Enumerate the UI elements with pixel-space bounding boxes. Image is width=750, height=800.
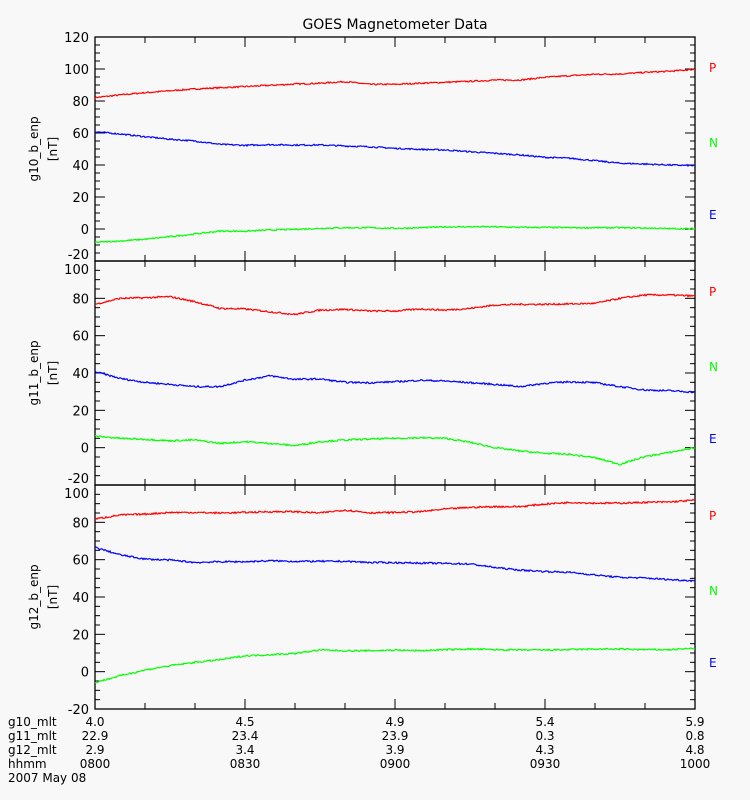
footer-value: 0830: [230, 757, 261, 771]
footer-value: 4.5: [235, 715, 254, 729]
series-line-N: [94, 131, 696, 168]
y-tick-label: 0: [81, 666, 89, 681]
y-tick-label: 20: [72, 404, 89, 419]
legend-label-N: N: [709, 584, 718, 598]
chart-title: GOES Magnetometer Data: [302, 17, 487, 33]
series-line-E: [95, 225, 696, 244]
y-tick-label: 60: [72, 330, 89, 345]
footer-value: 1000: [680, 757, 711, 771]
legend-label-N: N: [709, 360, 718, 374]
y-tick-label: 40: [72, 367, 89, 382]
footer-value: 3.4: [235, 743, 254, 757]
footer-value: 0.3: [535, 729, 554, 743]
y-tick-label: 40: [72, 159, 89, 174]
footer-value: 4.0: [85, 715, 104, 729]
footer-value: 0900: [380, 757, 411, 771]
panel-2: -20 0 20 40 60 80 100 g11_b_enp [nT] P N E: [27, 260, 718, 487]
footer-row-label: g12_mlt: [8, 743, 57, 757]
legend-label-E: E: [709, 432, 717, 446]
series-line-P: [94, 293, 696, 316]
series-line-N: [94, 370, 696, 394]
y-axis-title: g12_b_enp: [27, 564, 41, 629]
footer-row-label: g10_mlt: [8, 715, 57, 729]
y-axis-unit: [nT]: [46, 361, 60, 385]
y-tick-label: 120: [64, 31, 89, 46]
panel-3: -20 0 20 40 60 80 100 g12_b_enp [nT] P N E: [27, 484, 718, 718]
y-tick-label: 0: [81, 442, 89, 457]
footer-row-label: g11_mlt: [8, 729, 57, 743]
plot-frame: [94, 484, 696, 710]
y-tick-label: 80: [72, 292, 89, 307]
footer-value: 23.9: [382, 729, 409, 743]
footer-value: 4.9: [385, 715, 404, 729]
series-line-E: [94, 647, 696, 684]
y-tick-label: 0: [81, 223, 89, 238]
footer-value: 3.9: [385, 743, 404, 757]
legend-label-P: P: [709, 285, 716, 299]
plot-frame: [94, 260, 696, 486]
y-axis-unit: [nT]: [46, 137, 60, 161]
legend-label-E: E: [709, 208, 717, 222]
footer-row-label: hhmm: [8, 757, 47, 771]
footer-value: 22.9: [82, 729, 109, 743]
y-tick-label: 20: [72, 191, 89, 206]
series-line-E: [94, 434, 696, 466]
footer-value: 0.8: [685, 729, 704, 743]
series-line-N: [94, 546, 696, 583]
y-tick-label: 60: [72, 127, 89, 142]
footer-row-g12_mlt: g12_mlt 2.9 3.4 3.9 4.3 4.8: [8, 743, 705, 757]
footer-value: 2.9: [85, 743, 104, 757]
y-tick-label: 100: [64, 487, 89, 502]
footer-value: 5.4: [535, 715, 554, 729]
y-tick-label: 20: [72, 628, 89, 643]
y-tick-label: -20: [68, 703, 89, 718]
y-tick-label: 80: [72, 95, 89, 110]
series-line-P: [94, 68, 696, 99]
footer-row-g11_mlt: g11_mlt 22.9 23.4 23.9 0.3 0.8: [8, 729, 705, 743]
footer-row-hhmm: hhmm 0800 0830 0900 0930 1000: [8, 757, 710, 771]
panel-1: -20 0 20 40 60 80 100 120 g10_b_enp [nT] P N E: [27, 31, 718, 263]
y-tick-label: 100: [64, 263, 89, 278]
y-tick-label: 80: [72, 516, 89, 531]
footer-value: 0930: [530, 757, 561, 771]
y-tick-label: 100: [64, 63, 89, 78]
footer-value: 4.8: [685, 743, 704, 757]
footer-value: 5.9: [685, 715, 704, 729]
y-tick-label: 60: [72, 554, 89, 569]
y-axis-title: g11_b_enp: [27, 340, 41, 405]
legend-label-P: P: [709, 509, 716, 523]
date-label: 2007 May 08: [8, 771, 86, 785]
footer-value: 0800: [80, 757, 111, 771]
legend-label-P: P: [709, 61, 716, 75]
footer-row-g10_mlt: g10_mlt 4.0 4.5 4.9 5.4 5.9: [8, 715, 705, 729]
legend-label-N: N: [709, 136, 718, 150]
footer-value: 23.4: [232, 729, 259, 743]
y-axis-unit: [nT]: [46, 585, 60, 609]
series-line-P: [94, 498, 696, 521]
y-tick-label: -20: [68, 248, 89, 263]
y-axis-title: g10_b_enp: [27, 116, 41, 181]
y-tick-label: -20: [68, 472, 89, 487]
y-tick-label: 40: [72, 591, 89, 606]
legend-label-E: E: [709, 656, 717, 670]
footer-value: 4.3: [535, 743, 554, 757]
